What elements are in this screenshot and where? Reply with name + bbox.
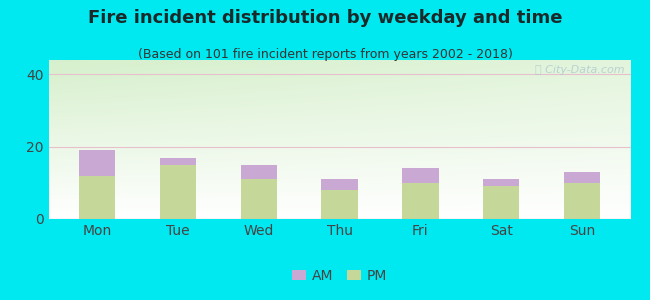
Bar <box>483 187 519 219</box>
Bar <box>322 179 358 190</box>
Legend: AM, PM: AM, PM <box>287 263 393 288</box>
Bar <box>79 150 116 176</box>
Text: Ⓢ City-Data.com: Ⓢ City-Data.com <box>535 65 625 75</box>
Bar <box>564 183 600 219</box>
Bar <box>483 179 519 187</box>
Bar <box>240 179 277 219</box>
Bar <box>79 176 116 219</box>
Bar <box>160 158 196 165</box>
Bar <box>402 183 439 219</box>
Bar <box>322 190 358 219</box>
Bar <box>564 172 600 183</box>
Text: Fire incident distribution by weekday and time: Fire incident distribution by weekday an… <box>88 9 562 27</box>
Bar <box>240 165 277 179</box>
Bar <box>402 168 439 183</box>
Text: (Based on 101 fire incident reports from years 2002 - 2018): (Based on 101 fire incident reports from… <box>138 48 512 61</box>
Bar <box>160 165 196 219</box>
